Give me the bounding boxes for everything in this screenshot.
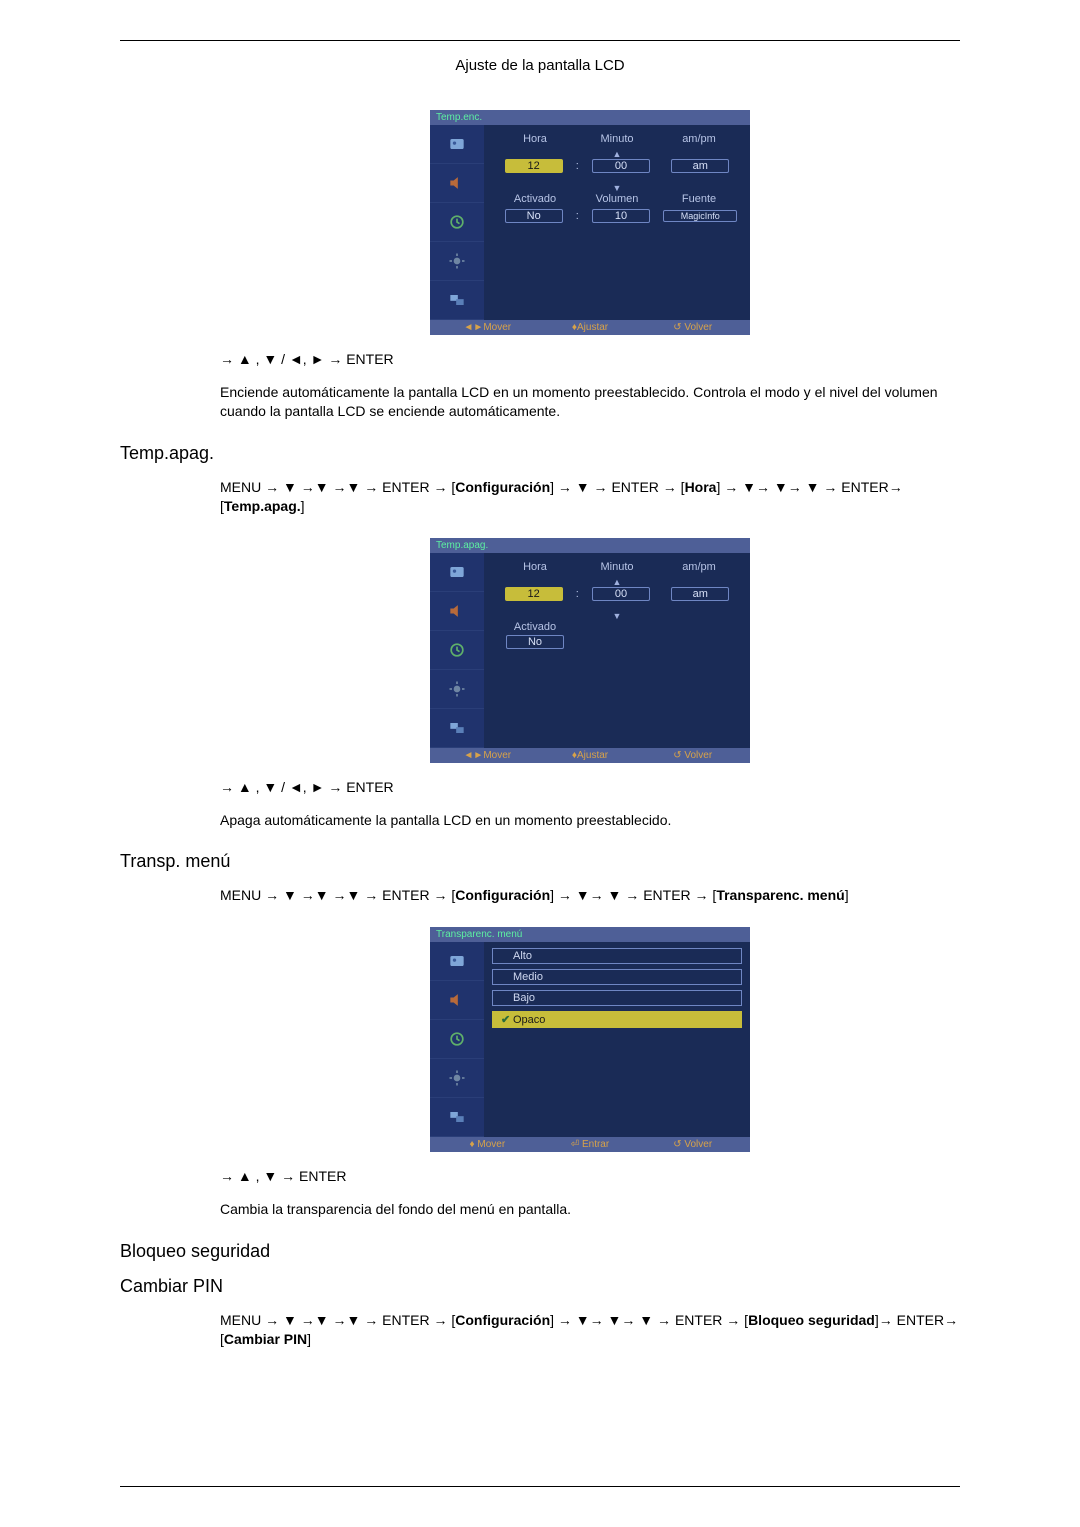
arrow-down-icon: ▼ — [494, 611, 740, 621]
label-minuto: Minuto — [576, 133, 658, 145]
osd-titlebar: Temp.enc. — [430, 110, 750, 125]
multi-icon — [430, 1098, 484, 1137]
section-title-transp: Transp. menú — [120, 851, 1080, 872]
footer-move: ◄►Mover — [436, 750, 539, 761]
transp-option[interactable]: Bajo — [492, 990, 742, 1006]
osd-titlebar: Transparenc. menú — [430, 927, 750, 942]
label-volumen: Volumen — [576, 193, 658, 205]
footer-move: ♦ Mover — [436, 1139, 539, 1150]
sound-icon — [430, 981, 484, 1020]
footer-adjust: ♦Ajustar — [539, 750, 642, 761]
section-title-bloqueo: Bloqueo seguridad — [120, 1241, 1080, 1262]
label-fuente: Fuente — [658, 193, 740, 205]
transp-option[interactable]: Alto — [492, 948, 742, 964]
desc-1: Enciende automáticamente la pantalla LCD… — [220, 383, 960, 421]
osd-transp: Transparenc. menú Alto Medio Bajo ✔Opaco ♦ … — [430, 927, 750, 1152]
picture-icon — [430, 942, 484, 981]
label-hora: Hora — [494, 561, 576, 573]
label-minuto: Minuto — [576, 561, 658, 573]
label-activado: Activado — [494, 621, 576, 633]
field-hora[interactable]: 12 — [505, 159, 563, 173]
osd-temp-off: Temp.apag. Hora Minuto am/pm ▲ — [430, 538, 750, 763]
multi-icon — [430, 709, 484, 748]
label-ampm: am/pm — [658, 133, 740, 145]
desc-3: Cambia la transparencia del fondo del me… — [220, 1200, 960, 1219]
section-title-cambiarpin: Cambiar PIN — [120, 1276, 1080, 1297]
desc-2: Apaga automáticamente la pantalla LCD en… — [220, 811, 960, 830]
sound-icon — [430, 592, 484, 631]
osd-sidebar — [430, 125, 484, 320]
nav-line-2: → ▲ , ▼ / ◄, ► → ENTER — [220, 779, 960, 795]
time-sep2: : — [573, 210, 581, 222]
field-minuto[interactable]: 00 — [592, 587, 650, 601]
field-fuente[interactable]: MagicInfo — [663, 210, 737, 222]
picture-icon — [430, 553, 484, 592]
label-activado: Activado — [494, 193, 576, 205]
nav-line-3: → ▲ , ▼ → ENTER — [220, 1168, 960, 1184]
field-volumen[interactable]: 10 — [592, 209, 650, 223]
footer-move: ◄►Mover — [436, 322, 539, 333]
transp-option[interactable]: Medio — [492, 969, 742, 985]
osd-titlebar: Temp.apag. — [430, 538, 750, 553]
osd-sidebar — [430, 942, 484, 1137]
rule-top — [120, 40, 960, 41]
clock-icon — [430, 203, 484, 242]
field-activado[interactable]: No — [505, 209, 563, 223]
multi-icon — [430, 281, 484, 320]
picture-icon — [430, 125, 484, 164]
field-minuto[interactable]: 00 — [592, 159, 650, 173]
arrow-up-icon: ▲ — [494, 577, 740, 587]
footer-enter: ⏎ Entrar — [539, 1139, 642, 1150]
gear-icon — [430, 670, 484, 709]
rule-bottom — [120, 1486, 960, 1487]
sound-icon — [430, 164, 484, 203]
osd-temp-on: Temp.enc. Hora Minuto am/pm ▲ — [430, 110, 750, 335]
menu-path-4: MENU → ▼ →▼ →▼ → ENTER → [Configuración]… — [220, 1311, 960, 1349]
gear-icon — [430, 1059, 484, 1098]
transp-option[interactable]: ✔Opaco — [492, 1011, 742, 1028]
clock-icon — [430, 1020, 484, 1059]
footer-return: ↺ Volver — [641, 750, 744, 761]
section-title-tempapag: Temp.apag. — [120, 443, 1080, 464]
menu-path-2: MENU → ▼ →▼ →▼ → ENTER → [Configuración]… — [220, 478, 960, 516]
page-title: Ajuste de la pantalla LCD — [0, 57, 1080, 74]
menu-path-3: MENU → ▼ →▼ →▼ → ENTER → [Configuración]… — [220, 886, 960, 905]
clock-icon — [430, 631, 484, 670]
footer-adjust: ♦Ajustar — [539, 322, 642, 333]
field-ampm[interactable]: am — [671, 159, 729, 173]
footer-return: ↺ Volver — [641, 1139, 744, 1150]
time-sep: : — [573, 588, 581, 600]
osd-sidebar — [430, 553, 484, 748]
field-ampm[interactable]: am — [671, 587, 729, 601]
nav-line-1: → ▲ , ▼ / ◄, ► → ENTER — [220, 351, 960, 367]
field-activado[interactable]: No — [506, 635, 564, 649]
gear-icon — [430, 242, 484, 281]
label-hora: Hora — [494, 133, 576, 145]
arrow-up-icon: ▲ — [494, 149, 740, 159]
time-sep: : — [573, 160, 581, 172]
arrow-down-icon: ▼ — [494, 183, 740, 193]
footer-return: ↺ Volver — [641, 322, 744, 333]
field-hora[interactable]: 12 — [505, 587, 563, 601]
label-ampm: am/pm — [658, 561, 740, 573]
